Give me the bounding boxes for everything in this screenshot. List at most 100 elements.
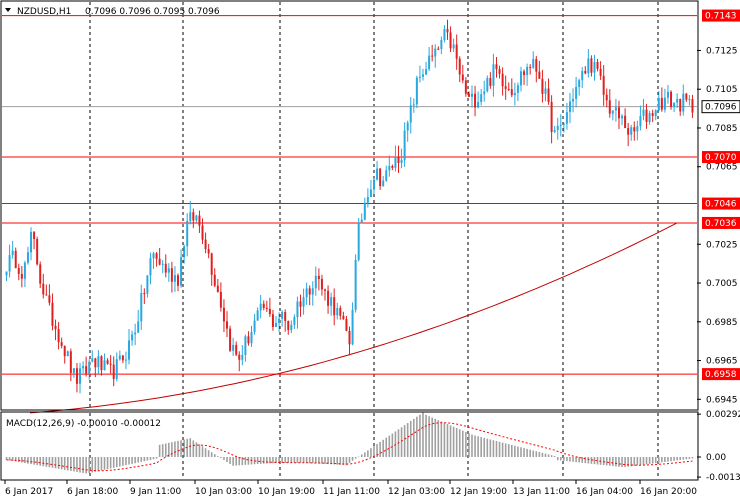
macd-axis: 0.00292 0.00 -0.00137 [697, 410, 740, 483]
candle-body [614, 107, 617, 111]
candle-body [33, 232, 36, 240]
candle-body [39, 264, 42, 284]
candlestick-series [5, 19, 694, 394]
candle-body [149, 258, 152, 276]
candle-body [348, 330, 351, 345]
candle-body [357, 222, 360, 260]
candle-body [14, 250, 17, 268]
candle-body [140, 293, 143, 322]
candle-body [66, 351, 69, 357]
candle-body [535, 59, 538, 72]
candle-body [565, 112, 568, 124]
level-label-box [702, 216, 740, 229]
candle-body [88, 361, 91, 374]
candle-body [593, 62, 596, 73]
candle-body [553, 129, 556, 132]
candle-body [256, 310, 259, 321]
candle-body [673, 102, 676, 108]
price-tick-label: 0.6965 [706, 357, 738, 367]
candle-body [608, 100, 611, 114]
level-label: 0.6958 [705, 370, 737, 380]
level-label-box [702, 9, 740, 22]
candle-body [259, 303, 262, 311]
candle-body [265, 308, 268, 310]
macd-vertical-gridlines [89, 413, 659, 479]
candle-body [443, 29, 446, 41]
candle-body [82, 366, 85, 369]
candle-body [409, 105, 412, 123]
candle-body [486, 78, 489, 92]
candle-body [437, 48, 440, 50]
candle-body [128, 340, 131, 360]
candle-body [112, 364, 115, 379]
candle-body [495, 64, 498, 70]
candle-body [281, 311, 284, 319]
price-tick-label: 0.7125 [706, 46, 738, 56]
candle-body [544, 88, 547, 94]
candle-body [425, 69, 428, 75]
candle-body [519, 71, 522, 86]
symbol-label: NZDUSD,H1 [17, 7, 71, 17]
candle-body [36, 239, 39, 265]
candle-body [121, 355, 124, 361]
candle-body [351, 309, 354, 345]
candle-body [30, 232, 33, 253]
candle-body [311, 288, 314, 295]
candle-body [23, 262, 26, 279]
candle-body [366, 197, 369, 203]
candle-body [275, 323, 278, 327]
level-label: 0.7143 [705, 12, 737, 22]
candle-body [247, 336, 250, 344]
level-label: 0.7070 [705, 153, 737, 163]
candle-body [317, 275, 320, 279]
candle-body [691, 99, 694, 113]
candle-body [137, 321, 140, 333]
candle-body [241, 354, 244, 360]
candle-body [449, 32, 452, 49]
level-label-box [702, 197, 740, 210]
dropdown-triangle-icon[interactable] [5, 8, 11, 12]
time-tick-label: 6 Jan 18:00 [67, 487, 119, 497]
candle-body [124, 359, 127, 361]
macd-tick-label: -0.00137 [706, 473, 740, 483]
macd-panel-frame [0, 411, 699, 481]
candle-body [550, 102, 553, 132]
candle-body [489, 78, 492, 86]
candle-body [403, 130, 406, 160]
macd-series [5, 412, 694, 474]
price-tick-label: 0.7005 [706, 279, 738, 289]
candle-body [134, 332, 137, 335]
candle-body [596, 62, 599, 69]
candle-body [296, 301, 299, 318]
candle-body [676, 98, 679, 103]
moving-average-layer [29, 222, 678, 414]
candle-body [299, 301, 302, 307]
candle-body [342, 315, 345, 320]
candle-body [523, 71, 526, 76]
candle-body [339, 307, 342, 316]
price-tick-label: 0.6945 [706, 395, 738, 405]
candle-body [458, 58, 461, 75]
candle-body [173, 275, 176, 282]
candle-body [599, 68, 602, 76]
candle-body [529, 66, 532, 68]
candle-body [118, 355, 121, 360]
candle-body [278, 318, 281, 324]
candle-body [651, 113, 654, 116]
candle-body [222, 307, 225, 322]
candle-body [541, 78, 544, 94]
candle-body [670, 91, 673, 108]
candle-body [253, 320, 256, 332]
candle-body [397, 156, 400, 164]
candle-body [330, 297, 333, 306]
candle-body [170, 268, 173, 282]
candle-body [354, 259, 357, 310]
candle-body [54, 325, 57, 330]
horizontal-price-levels: 0.7143 0.7070 0.7046 0.7036 0.6958 0.7096 [2, 9, 740, 381]
candle-body [20, 273, 23, 279]
candle-body [526, 66, 529, 76]
candle-body [109, 363, 112, 365]
candle-body [115, 359, 118, 379]
candle-body [75, 368, 78, 384]
candle-body [639, 115, 642, 127]
